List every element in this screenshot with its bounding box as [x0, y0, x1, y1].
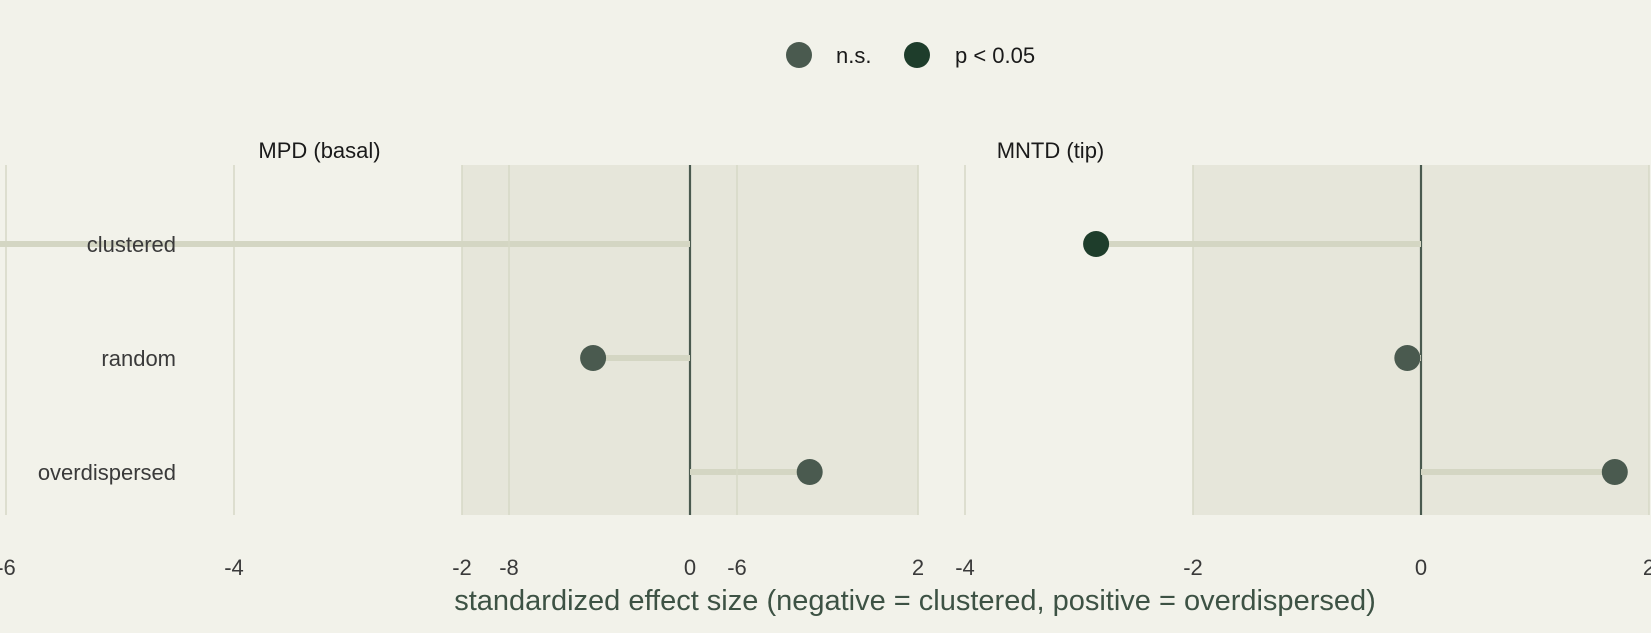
category-label: overdispersed: [38, 460, 176, 485]
legend-label: p < 0.05: [955, 43, 1035, 68]
data-point: [796, 459, 823, 485]
x-tick-label: 0: [1415, 555, 1427, 580]
panel-title: MNTD (tip): [997, 138, 1105, 163]
x-tick-label: -2: [1183, 555, 1203, 580]
x-tick-label: -8: [499, 555, 519, 580]
x-tick-label: 0: [684, 555, 696, 580]
data-point: [1601, 459, 1628, 485]
data-point: [1394, 345, 1421, 371]
panel-1: -8 -6 -4 -2 0 2 MPD (basal): [0, 138, 924, 580]
panel-title: MPD (basal): [258, 138, 380, 163]
category-labels: clustered random overdispersed: [38, 232, 176, 485]
legend-marker: [904, 42, 930, 68]
x-tick-label: 2: [1643, 555, 1651, 580]
legend-label: n.s.: [836, 43, 871, 68]
x-tick-label: -6: [0, 555, 16, 580]
data-point: [580, 345, 607, 371]
x-tick-label: -6: [727, 555, 747, 580]
panel-2: -8 -6 -4 -2 0 2 MNTD (tip): [499, 138, 1651, 580]
x-tick-label: -2: [452, 555, 472, 580]
category-label: clustered: [87, 232, 176, 257]
x-tick-label: -4: [955, 555, 975, 580]
category-label: random: [101, 346, 176, 371]
legend: n.s. p < 0.05: [786, 42, 1035, 68]
data-point: [1083, 231, 1110, 257]
x-axis-title: standardized effect size (negative = clu…: [454, 585, 1376, 617]
x-tick-label: -4: [224, 555, 244, 580]
x-tick-label: 2: [912, 555, 924, 580]
legend-marker: [786, 42, 812, 68]
